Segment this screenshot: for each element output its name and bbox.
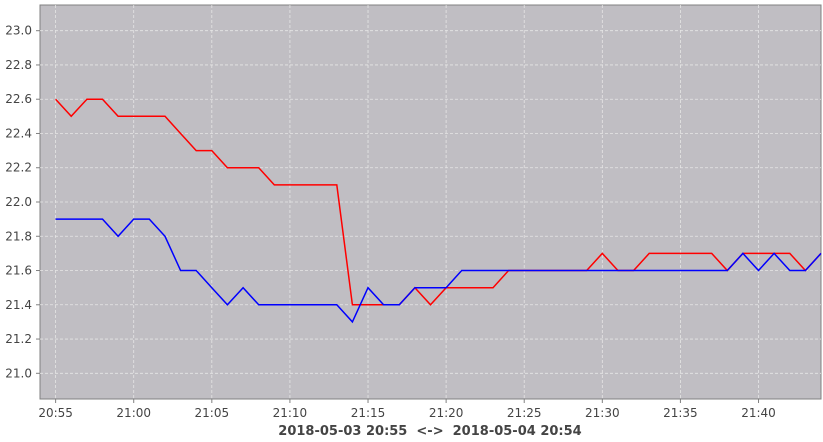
y-tick-label: 21.0 [5,366,32,380]
y-tick-label: 23.0 [5,24,32,38]
x-tick-label: 21:00 [116,406,151,420]
y-tick-label: 21.4 [5,298,32,312]
x-tick-label: 21:25 [507,406,542,420]
x-tick-label: 21:20 [429,406,464,420]
x-tick-label: 21:30 [585,406,620,420]
x-tick-label: 21:10 [273,406,308,420]
y-tick-label: 22.6 [5,92,32,106]
y-tick-label: 22.4 [5,126,32,140]
x-tick-label: 21:35 [663,406,698,420]
y-tick-label: 21.6 [5,264,32,278]
series-line-blue [55,218,822,324]
x-tick-label: 21:15 [351,406,386,420]
y-tick-label: 22.8 [5,58,32,72]
y-tick-label: 21.8 [5,229,32,243]
x-axis-title: 2018-05-03 20:55 <-> 2018-05-04 20:54 [278,424,581,439]
y-tick-label: 22.0 [5,195,32,209]
series-line-red [55,98,822,306]
x-tick-label: 20:55 [38,406,73,420]
y-tick-label: 22.2 [5,161,32,175]
x-tick-label: 21:40 [741,406,776,420]
x-tick-label: 21:05 [195,406,230,420]
y-tick-label: 21.2 [5,332,32,346]
